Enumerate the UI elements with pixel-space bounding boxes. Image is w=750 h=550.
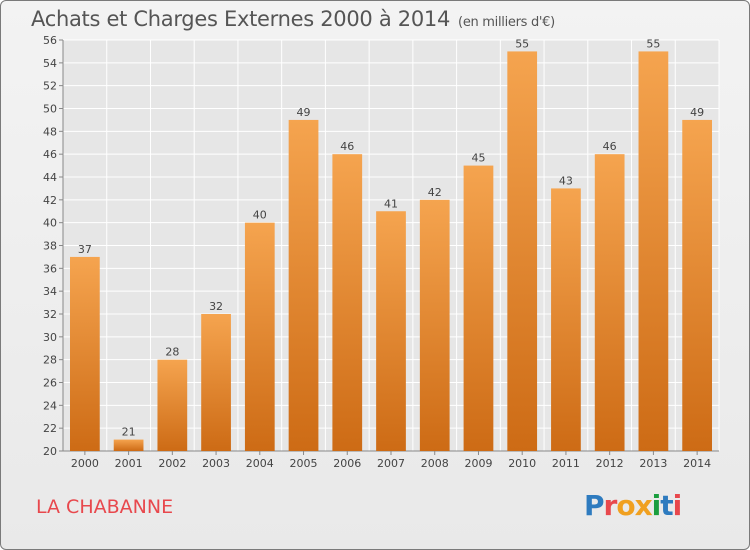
x-tick-label: 2001 [115, 457, 143, 470]
data-label: 41 [384, 197, 398, 210]
data-label: 28 [165, 346, 179, 359]
y-tick-label: 48 [43, 125, 57, 138]
x-tick-label: 2008 [421, 457, 449, 470]
bar [551, 188, 581, 451]
y-tick-label: 28 [43, 354, 57, 367]
x-tick-label: 2007 [377, 457, 405, 470]
bar [463, 165, 494, 452]
logo-letter: t [660, 489, 673, 522]
data-label: 49 [297, 106, 311, 119]
data-label: 49 [690, 106, 704, 119]
bar [157, 359, 188, 451]
data-label: 46 [603, 140, 617, 153]
logo-letter: o [616, 489, 635, 522]
bar [419, 199, 450, 451]
y-tick-label: 20 [43, 445, 57, 458]
chart-title: Achats et Charges Externes 2000 à 2014 (e… [31, 7, 555, 31]
data-label: 55 [515, 37, 529, 50]
x-tick-label: 2005 [290, 457, 318, 470]
bar [201, 314, 231, 451]
y-tick-label: 40 [43, 217, 57, 230]
x-tick-label: 2012 [596, 457, 624, 470]
bar [288, 119, 319, 452]
x-tick-label: 2009 [464, 457, 492, 470]
bar [682, 119, 713, 452]
data-label: 32 [209, 300, 223, 313]
y-tick-label: 44 [43, 171, 57, 184]
data-label: 42 [428, 186, 442, 199]
data-label: 45 [471, 152, 485, 165]
proxiti-logo: Proxiti [584, 489, 683, 522]
y-tick-label: 32 [43, 308, 57, 321]
y-tick-label: 38 [43, 240, 57, 253]
x-tick-label: 2000 [71, 457, 99, 470]
logo-letter: i [651, 489, 662, 522]
data-label: 40 [253, 209, 267, 222]
x-tick-label: 2003 [202, 457, 230, 470]
x-tick-label: 2011 [552, 457, 580, 470]
x-tick-label: 2013 [639, 457, 667, 470]
y-tick-label: 36 [43, 262, 57, 275]
y-tick-label: 26 [43, 377, 57, 390]
logo-letter: P [584, 489, 605, 522]
y-tick-label: 54 [43, 57, 57, 70]
title-text: Achats et Charges Externes 2000 à 2014 [31, 7, 451, 31]
bar [113, 439, 144, 451]
bar [376, 211, 406, 451]
x-tick-label: 2014 [683, 457, 711, 470]
logo-letter: x [634, 489, 653, 522]
x-tick-label: 2006 [333, 457, 361, 470]
data-label: 37 [78, 243, 92, 256]
bar [69, 256, 100, 451]
data-label: 55 [646, 37, 660, 50]
bar [638, 51, 669, 452]
y-tick-label: 30 [43, 331, 57, 344]
x-tick-label: 2002 [158, 457, 186, 470]
bar [332, 154, 363, 451]
logo-letter: i [672, 489, 683, 522]
data-label: 43 [559, 174, 573, 187]
y-tick-label: 50 [43, 103, 57, 116]
data-label: 46 [340, 140, 354, 153]
place-name: LA CHABANNE [36, 496, 174, 518]
y-tick-label: 46 [43, 148, 57, 161]
x-tick-label: 2004 [246, 457, 274, 470]
logo-letter: r [603, 489, 618, 522]
y-tick-label: 22 [43, 422, 57, 435]
title-unit: (en milliers d'€) [458, 15, 555, 30]
y-tick-label: 42 [43, 194, 57, 207]
bar [507, 51, 538, 452]
data-label: 21 [122, 426, 136, 439]
bar [244, 222, 275, 451]
y-tick-label: 34 [43, 285, 57, 298]
y-tick-label: 24 [43, 399, 57, 412]
bar [594, 154, 625, 451]
y-tick-label: 56 [43, 34, 57, 47]
y-tick-label: 52 [43, 80, 57, 93]
x-tick-label: 2010 [508, 457, 536, 470]
